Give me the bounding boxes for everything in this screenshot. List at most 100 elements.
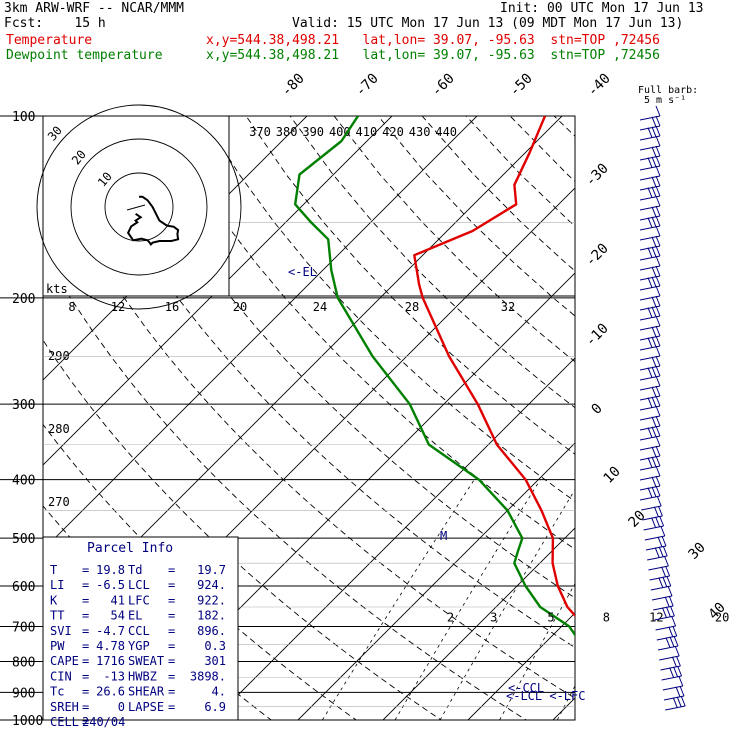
barb-flag-57-0 <box>678 675 684 687</box>
barb-flag-34-0 <box>655 445 661 457</box>
parcel-eq2-8: = <box>168 685 175 699</box>
dry-adiabat-370 <box>377 116 575 317</box>
temp-tick--80: -80 <box>279 71 308 100</box>
temp-tick-0: 0 <box>589 401 606 418</box>
wind-barbs <box>639 105 686 711</box>
barb-flag-9-0 <box>655 195 661 207</box>
barb-flag-31-1 <box>651 416 657 427</box>
barb-flag-2-0 <box>655 125 661 137</box>
temp-tick-10: 10 <box>601 464 624 487</box>
barb-flag-48-0 <box>667 585 673 597</box>
barb-flag-47-0 <box>666 575 672 587</box>
parcel-val-2: 41 <box>111 593 125 607</box>
barb-staff-52 <box>656 635 677 641</box>
dry-adiabat-350 <box>289 116 575 409</box>
barb-flag-41-0 <box>659 515 665 527</box>
barb-flag-47-2 <box>658 577 664 588</box>
barb-flag-58-0 <box>679 685 685 697</box>
barb-flag-11-2 <box>647 217 653 228</box>
hodograph-ring-20 <box>70 138 208 276</box>
parcel-title: Parcel Info <box>87 541 173 556</box>
barb-staff-40 <box>642 515 663 521</box>
barb-flag-33-0 <box>655 435 661 447</box>
parcel-eq2-4: = <box>168 624 175 638</box>
scale-label-24: 24 <box>313 300 327 314</box>
barb-flag-58-1 <box>675 686 681 697</box>
scale-unit: kts <box>46 282 68 296</box>
barb-note-title: Full barb: <box>638 85 698 96</box>
parcel-key-9: SREH <box>50 700 79 714</box>
forecast-hour: Fcst: 15 h <box>4 16 106 31</box>
mixing-ratio-line-20 <box>678 480 740 720</box>
temp-tick--20: -20 <box>583 241 612 270</box>
barb-flag-17-1 <box>651 276 657 287</box>
pressure-label-800: 800 <box>12 655 35 670</box>
parcel-val-4: -4.7 <box>96 624 125 638</box>
barb-flag-20-0 <box>655 305 661 317</box>
parcel-key-1: LI <box>50 578 64 592</box>
annotations: 2 3 5 8 12 20 <-EL <-CCL<-LCL <-LFC M <box>288 265 729 703</box>
barb-staff-51 <box>655 625 676 631</box>
barb-staff-38 <box>639 495 661 501</box>
barb-flag-29-0 <box>655 395 661 407</box>
barb-flag-41-2 <box>651 517 657 528</box>
barb-flag-23-1 <box>651 336 657 347</box>
barb-flag-35-1 <box>651 456 657 467</box>
barb-flag-50-1 <box>665 606 671 617</box>
pressure-label-400: 400 <box>12 474 35 489</box>
parcel-eq2-0: = <box>168 563 175 577</box>
dry-adiabat-330 <box>201 116 575 502</box>
parcel-val2-2: 922. <box>197 593 226 607</box>
parcel-val-9: 0 <box>118 700 125 714</box>
theta-label-440: 440 <box>435 125 457 139</box>
barb-flag-2-2 <box>647 127 653 138</box>
barb-flag-19-0 <box>655 295 661 307</box>
parcel-val-0: 19.8 <box>96 563 125 577</box>
barb-flag-47-1 <box>662 576 668 587</box>
barb-staff-56 <box>661 675 682 681</box>
barb-flag-32-0 <box>655 425 661 437</box>
theta-left-label-280: 280 <box>48 422 70 436</box>
sounding-traces <box>294 116 575 637</box>
parcel-eq2-2: = <box>168 593 175 607</box>
barb-flag-17-2 <box>647 277 653 288</box>
barb-flag-20-1 <box>651 306 657 317</box>
barb-flag-59-0 <box>680 695 686 707</box>
parcel-key-7: CIN <box>50 669 72 683</box>
isotherm--80 <box>43 116 393 466</box>
dewpoint-legend: Dewpoint temperature <box>6 48 163 63</box>
barb-flag-53-2 <box>665 637 671 648</box>
barb-flag-10-0 <box>655 205 661 217</box>
isotherm-30 <box>723 116 740 720</box>
hodograph-trace <box>126 195 180 246</box>
barb-flag-5-1 <box>651 156 657 167</box>
barb-flag-46-0 <box>665 565 671 577</box>
mixing-ratio-line-8 <box>556 685 575 720</box>
isotherm--70 <box>43 116 478 551</box>
barb-flag-49-1 <box>664 596 670 607</box>
scale-label-16: 16 <box>165 300 179 314</box>
dry-adiabat-420 <box>598 116 740 733</box>
barb-flag-20-2 <box>647 307 653 318</box>
valid-time: Valid: 15 UTC Mon 17 Jun 13 (09 MDT Mon … <box>292 16 684 31</box>
scale-label-12: 12 <box>111 300 125 314</box>
barb-flag-55-0 <box>675 655 681 667</box>
barb-flag-38-1 <box>651 486 657 497</box>
barb-flag-40-1 <box>653 506 659 517</box>
barb-flag-53-0 <box>673 635 679 647</box>
barb-flag-4-0 <box>655 145 661 157</box>
temperature-legend: Temperature <box>6 33 93 48</box>
isotherm--30 <box>212 357 575 720</box>
barb-flag-35-0 <box>655 455 661 467</box>
parcel-eq-9: = <box>82 700 89 714</box>
barb-flag-32-1 <box>651 426 657 437</box>
barb-staff-48 <box>651 595 673 601</box>
mixing-ratio-label-12: 12 <box>649 610 663 624</box>
dry-adiabat-300 <box>69 116 575 649</box>
parcel-key2-2: LFC <box>128 593 150 607</box>
parcel-info-box: Parcel Info T = 19.8 Td = 19.7 LI = -6.5 LCL = 924. K… <box>42 536 239 729</box>
barb-flag-11-1 <box>651 216 657 227</box>
temp-tick-30: 30 <box>686 540 709 563</box>
